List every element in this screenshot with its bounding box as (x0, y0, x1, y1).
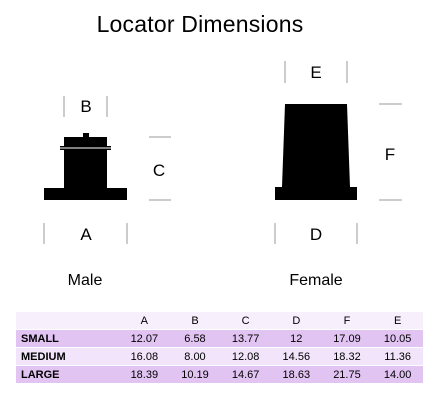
table-cell: 6.58 (169, 329, 221, 348)
male-locator: B C A Male (43, 96, 171, 289)
dim-c-label: C (153, 161, 165, 180)
dim-d-label: D (310, 225, 322, 244)
table-cell: 14.67 (220, 365, 271, 383)
column-header (16, 312, 119, 330)
column-header-c: C (220, 312, 271, 330)
dim-b-label: B (80, 97, 91, 116)
row-label: LARGE (16, 365, 119, 383)
table-cell: 12.08 (220, 347, 271, 366)
table-cell: 11.36 (372, 347, 423, 366)
male-top-nub (83, 133, 89, 139)
dim-a-label: A (80, 225, 92, 244)
table-cell: 21.75 (321, 365, 373, 383)
table-cell: 10.05 (372, 329, 423, 348)
row-label: SMALL (16, 329, 119, 348)
column-header-e: E (372, 312, 423, 330)
dim-f-label: F (385, 145, 395, 164)
female-base (275, 187, 357, 200)
table-cell: 18.32 (321, 347, 373, 366)
table-row-large: LARGE 18.39 10.19 14.67 18.63 21.75 14.0… (16, 365, 423, 383)
table-cell: 16.08 (119, 347, 170, 366)
female-body (282, 104, 350, 187)
table-cell: 10.19 (169, 365, 221, 383)
locator-diagram: B C A Male E F D Female (43, 61, 402, 289)
table-cell: 14.56 (270, 347, 322, 366)
column-header-d: D (270, 312, 322, 330)
dimensions-table: A B C D F E SMALL 12.07 6.58 13.77 12 17… (16, 312, 423, 383)
table-cell: 18.39 (119, 365, 170, 383)
table-cell: 17.09 (321, 329, 373, 348)
female-locator: E F D Female (274, 61, 402, 289)
column-header-f: F (321, 312, 373, 330)
diagram-title: Locator Dimensions (96, 11, 304, 37)
column-header-b: B (169, 312, 221, 330)
table-cell: 14.00 (372, 365, 423, 383)
table-cell: 18.63 (270, 365, 322, 383)
table-row-small: SMALL 12.07 6.58 13.77 12 17.09 10.05 (16, 329, 423, 348)
male-label: Male (68, 272, 103, 289)
female-label: Female (289, 272, 342, 289)
table-cell: 8.00 (169, 347, 221, 366)
male-base (44, 188, 127, 200)
dim-e-label: E (310, 63, 321, 82)
table-row-medium: MEDIUM 16.08 8.00 12.08 14.56 18.32 11.3… (16, 347, 423, 366)
table-header-row: A B C D F E (16, 312, 423, 330)
table-cell: 12.07 (119, 329, 170, 348)
table-cell: 13.77 (220, 329, 271, 348)
column-header-a: A (119, 312, 170, 330)
row-label: MEDIUM (16, 347, 119, 366)
table-cell: 12 (270, 329, 322, 348)
